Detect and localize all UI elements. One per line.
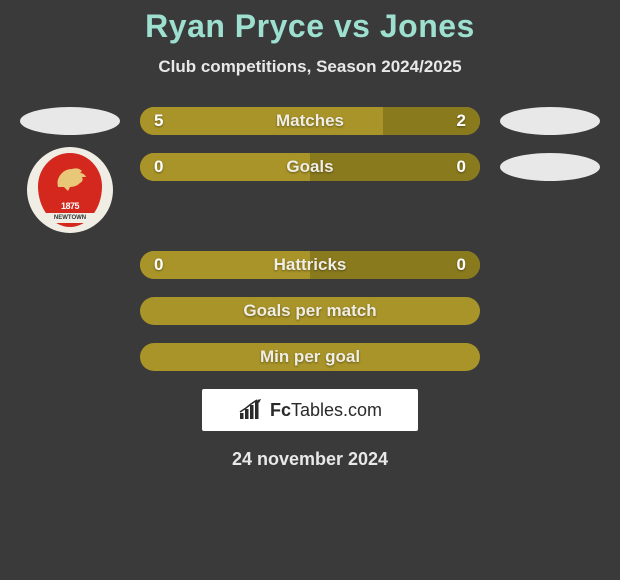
bar-goals-right-value: 0 [457,157,466,177]
watermark-text: FcTables.com [270,400,382,421]
crest-ribbon: NEWTOWN [43,213,97,223]
bar-mpg-label: Min per goal [260,347,360,367]
crest-shield: 1875 NEWTOWN [38,153,102,227]
player-right-oval-slot [500,107,600,135]
bar-goals-right: 0 [310,153,480,181]
bar-mpg: Min per goal [140,343,480,371]
stat-row-mpg: Min per goal [0,343,620,371]
bar-hattricks-label: Hattricks [274,255,347,275]
bar-hattricks-right-value: 0 [457,255,466,275]
watermark: FcTables.com [202,389,418,431]
watermark-chart-icon [238,399,264,421]
crest-year: 1875 [61,201,79,211]
bar-goals: 0 0 Goals [140,153,480,181]
bar-matches-right: 2 [383,107,480,135]
stat-row-hattricks: 0 0 Hattricks [0,251,620,279]
bar-matches-left-value: 5 [154,111,163,131]
comparison-infographic: Ryan Pryce vs Jones Club competitions, S… [0,0,620,470]
bar-goals-label: Goals [286,157,333,177]
stat-row-matches: 5 2 Matches [0,107,620,135]
snapshot-date: 24 november 2024 [0,449,620,470]
page-title: Ryan Pryce vs Jones [0,8,620,45]
bar-hattricks-left-value: 0 [154,255,163,275]
bar-goals-left: 0 [140,153,310,181]
player-left-crest-slot: 1875 NEWTOWN [20,147,120,233]
bar-gpm: Goals per match [140,297,480,325]
bar-gpm-label: Goals per match [243,301,376,321]
player-right-oval [500,107,600,135]
bar-matches-left: 5 [140,107,383,135]
bar-matches-right-value: 2 [457,111,466,131]
player-right-oval-slot-2 [500,153,600,181]
player-left-oval [20,107,120,135]
player-left-oval-slot [20,107,120,135]
page-subtitle: Club competitions, Season 2024/2025 [0,57,620,77]
bar-goals-left-value: 0 [154,157,163,177]
bar-hattricks: 0 0 Hattricks [140,251,480,279]
bar-matches: 5 2 Matches [140,107,480,135]
bar-matches-label: Matches [276,111,344,131]
player-right-oval-2 [500,153,600,181]
stat-row-goals: 1875 NEWTOWN 0 0 Goals [0,153,620,233]
stat-row-gpm: Goals per match [0,297,620,325]
club-crest-left: 1875 NEWTOWN [27,147,113,233]
crest-griffin-icon [50,161,90,193]
